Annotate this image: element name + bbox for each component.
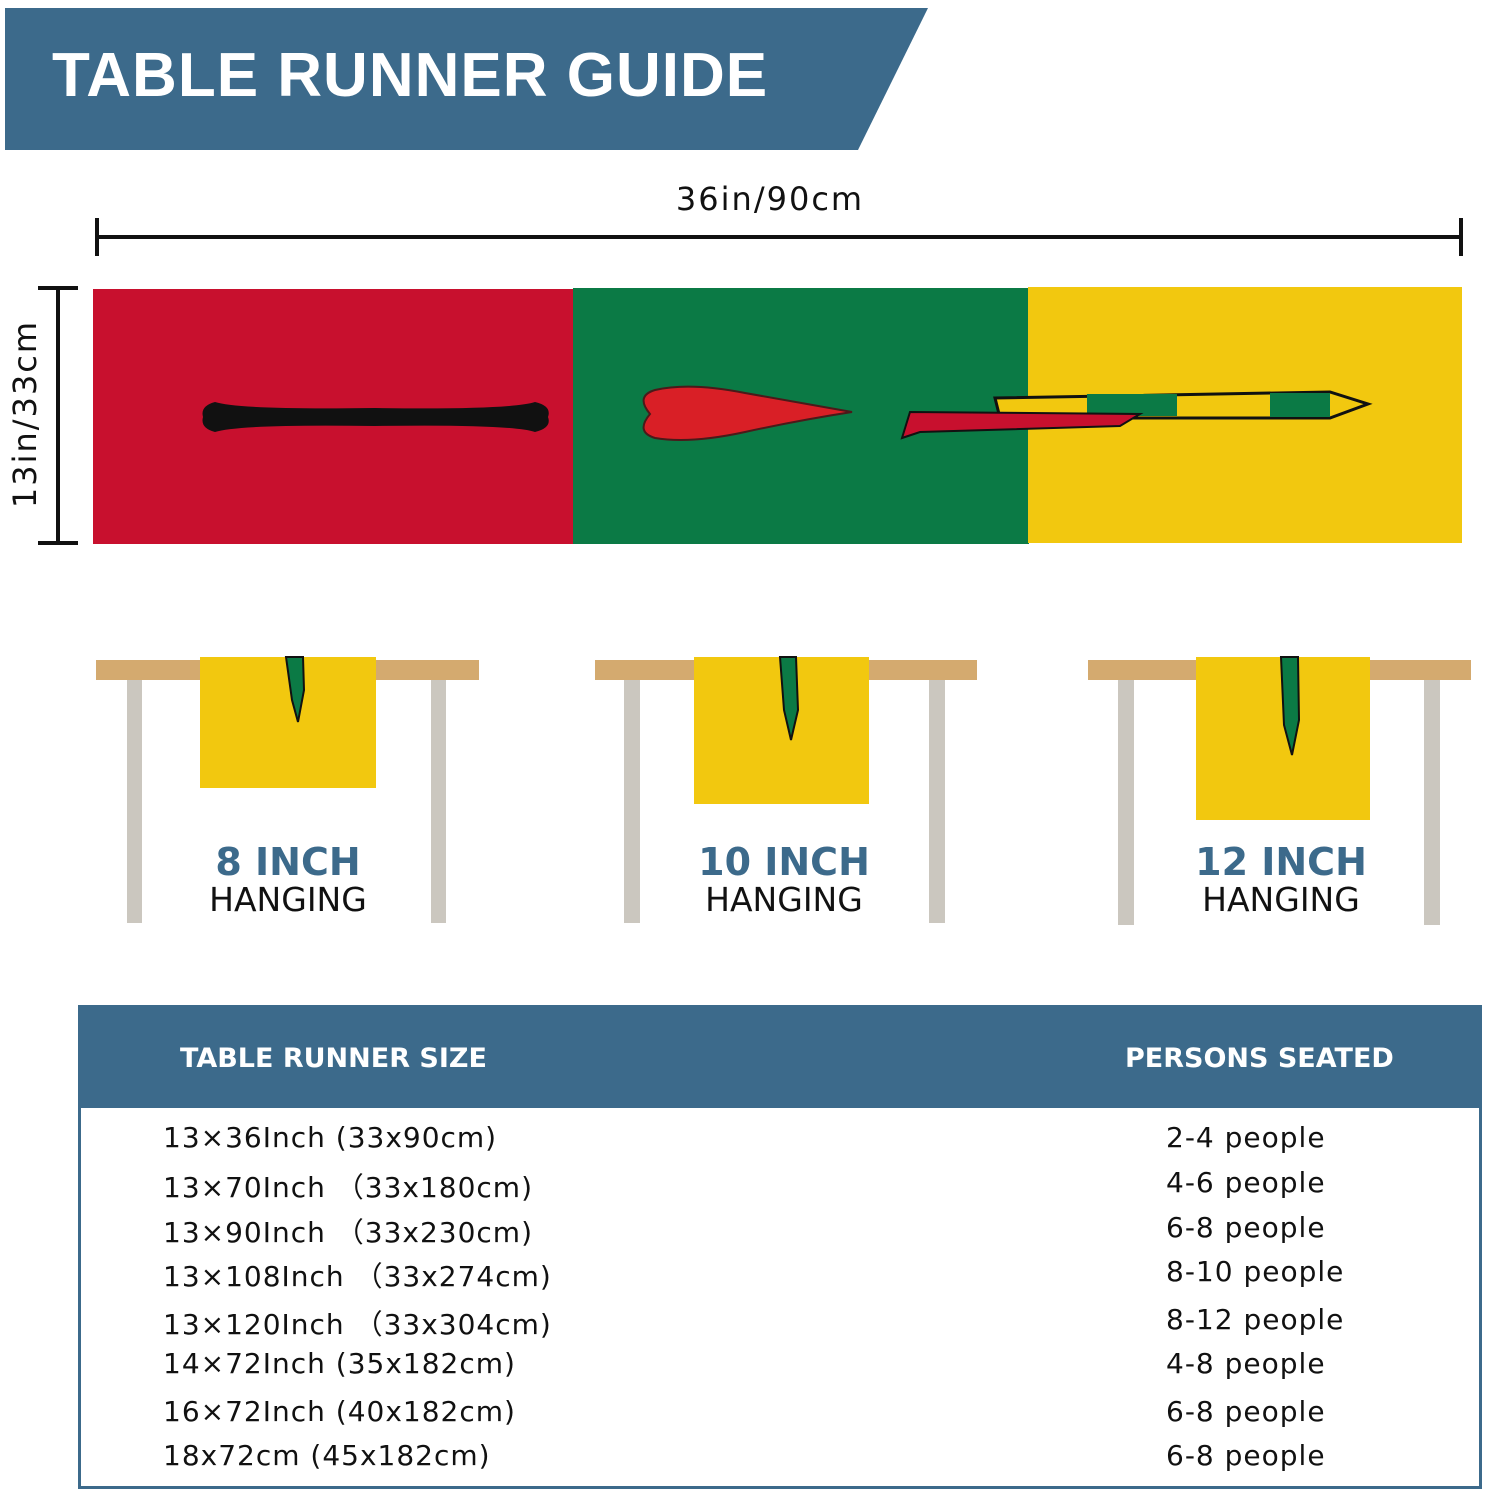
- size-table-header: [78, 1005, 1482, 1108]
- table-8-inch: [96, 656, 479, 923]
- table-10-inch: [595, 656, 977, 923]
- row-size: 13×120Inch （33x304cm): [163, 1308, 552, 1341]
- hanging-size-12: 12 INCH: [1195, 840, 1367, 884]
- hanging-size-8: 8 INCH: [215, 840, 361, 884]
- hanging-label-8: HANGING: [209, 880, 367, 919]
- row-persons: 6-8 people: [1166, 1395, 1326, 1428]
- hanging-illustrations: [96, 656, 1471, 925]
- bone-shape-icon: [202, 402, 549, 432]
- height-label: 13in/33cm: [6, 319, 44, 509]
- page-title: TABLE RUNNER GUIDE: [52, 41, 769, 110]
- row-persons: 8-10 people: [1166, 1255, 1345, 1288]
- width-dimension-line: [95, 218, 1463, 256]
- row-persons: 4-6 people: [1166, 1166, 1326, 1199]
- row-persons: 6-8 people: [1166, 1211, 1326, 1244]
- hanging-label-12: HANGING: [1202, 880, 1360, 919]
- row-persons: 8-12 people: [1166, 1303, 1345, 1336]
- row-size: 13×90Inch （33x230cm): [163, 1216, 534, 1249]
- row-persons: 4-8 people: [1166, 1347, 1326, 1380]
- header-and-runner-graphic: [5, 8, 1463, 545]
- row-size: 16×72Inch (40x182cm): [163, 1395, 516, 1428]
- header-persons: PERSONS SEATED: [1125, 1043, 1394, 1074]
- row-size: 14×72Inch (35x182cm): [163, 1347, 516, 1380]
- row-size: 13×108Inch （33x274cm): [163, 1260, 552, 1293]
- table-12-inch: [1088, 656, 1471, 925]
- header-size: TABLE RUNNER SIZE: [180, 1043, 487, 1074]
- row-size: 13×70Inch （33x180cm): [163, 1171, 534, 1204]
- row-persons: 2-4 people: [1166, 1121, 1326, 1154]
- row-size: 18x72cm (45x182cm): [163, 1439, 491, 1472]
- heart-icon: [642, 385, 853, 441]
- hanging-size-10: 10 INCH: [698, 840, 870, 884]
- row-persons: 6-8 people: [1166, 1439, 1326, 1472]
- hanging-runner: [200, 657, 376, 788]
- row-size: 13×36Inch (33x90cm): [163, 1121, 498, 1154]
- size-table: [78, 1005, 1482, 1489]
- width-label: 36in/90cm: [675, 180, 865, 218]
- map-outline-icon: [900, 390, 1373, 440]
- title-banner: [5, 8, 928, 150]
- height-dimension-line: [38, 286, 78, 545]
- hanging-label-10: HANGING: [705, 880, 863, 919]
